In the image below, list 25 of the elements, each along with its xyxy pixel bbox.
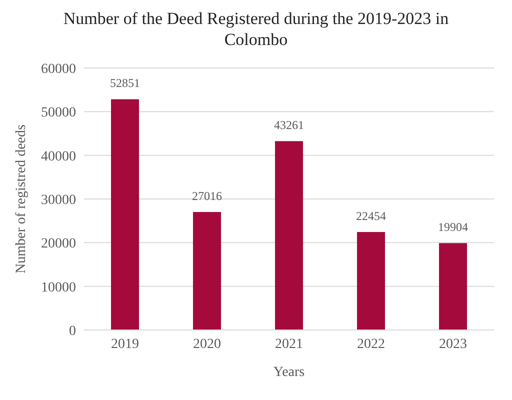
y-tick-label: 60000 bbox=[41, 62, 76, 77]
x-tick-label: 2020 bbox=[193, 336, 221, 352]
y-tick-label: 50000 bbox=[41, 106, 76, 121]
x-tick-label: 2023 bbox=[439, 336, 467, 352]
y-tick-label: 0 bbox=[69, 324, 76, 339]
bar bbox=[357, 232, 385, 330]
y-tick-label: 40000 bbox=[41, 149, 76, 164]
bar bbox=[275, 141, 303, 330]
data-label: 27016 bbox=[192, 189, 222, 204]
chart-title: Number of the Deed Registered during the 2019-2023 in Colombo bbox=[62, 8, 450, 50]
bar bbox=[111, 99, 139, 330]
data-label: 19904 bbox=[438, 220, 468, 234]
bar bbox=[439, 243, 467, 330]
y-axis-title: Number of registred deeds bbox=[14, 124, 29, 274]
y-tick-label: 30000 bbox=[41, 192, 76, 208]
y-tick-label: 10000 bbox=[41, 280, 76, 296]
data-label: 22454 bbox=[356, 208, 386, 223]
y-tick-label: 20000 bbox=[41, 236, 76, 252]
data-label: 52851 bbox=[110, 76, 140, 90]
data-label: 43261 bbox=[274, 118, 304, 132]
x-tick-label: 2022 bbox=[357, 336, 385, 352]
x-axis-title: Years bbox=[273, 365, 305, 380]
x-tick-label: 2021 bbox=[275, 336, 303, 352]
bar bbox=[193, 212, 221, 330]
x-tick-label: 2019 bbox=[111, 336, 139, 352]
